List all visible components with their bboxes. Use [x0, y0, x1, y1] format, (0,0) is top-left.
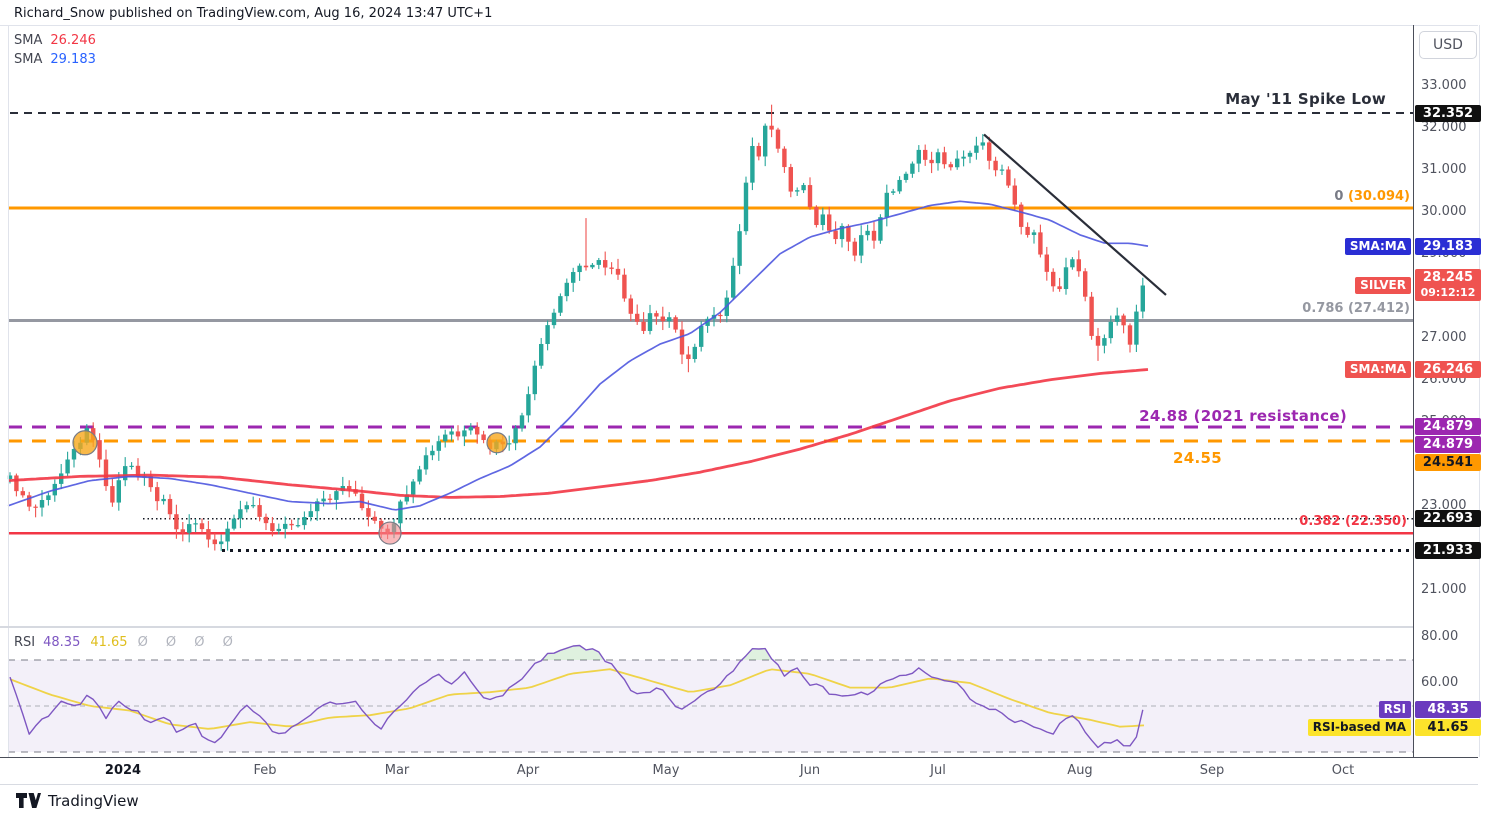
header-divider	[0, 25, 1478, 26]
month-label-Mar: Mar	[384, 763, 410, 778]
axis-badge-22.693: 22.693	[1415, 510, 1481, 528]
month-label-Jul: Jul	[930, 763, 946, 778]
sma-label: SMA	[14, 52, 43, 67]
right-gutter-border	[1479, 25, 1480, 757]
pane-left-border	[8, 25, 9, 757]
month-label-Aug: Aug	[1067, 763, 1093, 778]
rsi-ma-value: 41.65	[90, 635, 128, 650]
price-tick: 60.00	[1421, 675, 1459, 690]
currency-button[interactable]: USD	[1419, 31, 1477, 59]
price-tick: 21.000	[1421, 581, 1467, 597]
axis-badge-48.35: 48.35	[1415, 701, 1481, 719]
month-label-May: May	[652, 763, 680, 778]
axis-badge-29.183: 29.183	[1415, 237, 1481, 255]
candlestick-series[interactable]	[7, 104, 1145, 551]
time-axis[interactable]: 2024 Feb Mar Apr May Jun Jul Aug Sep Oct	[0, 757, 1478, 785]
price-tick: 32.000	[1421, 119, 1467, 135]
sma-value-red: 26.246	[50, 33, 96, 48]
price-axis[interactable]: USD 33.00032.00031.00030.00029.00027.000…	[1413, 25, 1481, 783]
circle-markers[interactable]	[72, 430, 508, 545]
pane-divider	[0, 626, 1413, 628]
price-tick: 30.000	[1421, 203, 1467, 219]
month-label-Oct: Oct	[1331, 763, 1355, 778]
price-tick: 33.000	[1421, 77, 1467, 93]
rsi-value: 48.35	[43, 635, 81, 650]
sma-value-blue: 29.183	[50, 52, 96, 67]
axis-badge-24.879: 24.879	[1415, 418, 1481, 436]
price-tick: 31.000	[1421, 161, 1467, 177]
axis-badge-24.879: 24.879	[1415, 436, 1481, 454]
sma-blue-line	[7, 200, 1149, 511]
axis-badge-41.65: 41.65	[1415, 719, 1481, 737]
price-levels	[8, 112, 1413, 553]
rsi-plot	[9, 644, 1145, 749]
trendline-drawing[interactable]	[983, 133, 1167, 296]
sma-legend-row-blue[interactable]: SMA 29.183	[14, 52, 96, 67]
price-tick: 80.00	[1421, 629, 1459, 644]
price-tick: 27.000	[1421, 329, 1467, 345]
tradingview-logo-icon[interactable]	[16, 793, 41, 809]
month-label-Feb: Feb	[253, 763, 277, 778]
sma-red-line	[7, 368, 1149, 499]
tradingview-brand-text[interactable]: TradingView	[48, 792, 139, 810]
attribution-text: Richard_Snow published on TradingView.co…	[14, 6, 493, 21]
rsi-band	[8, 659, 1413, 753]
axis-badge-26.246: 26.246	[1415, 360, 1481, 378]
price-tick: 23.000	[1421, 497, 1467, 513]
price-axis-border	[1413, 25, 1414, 783]
rsi-empty-slots: Ø Ø Ø Ø	[137, 635, 240, 650]
axis-badge-24.541: 24.541	[1415, 454, 1481, 472]
month-label-Sep: Sep	[1199, 763, 1225, 778]
sma-legend-row-red[interactable]: SMA 26.246	[14, 33, 96, 48]
axis-badge-32.352: 32.352	[1415, 104, 1481, 122]
axis-badge-21.933: 21.933	[1415, 542, 1481, 560]
sma-label: SMA	[14, 33, 43, 48]
month-label-Jun: Jun	[799, 763, 821, 778]
tradingview-footer: TradingView	[16, 792, 139, 810]
rsi-label: RSI	[14, 635, 36, 650]
month-label-2024: 2024	[104, 763, 142, 778]
axis-badge-28.245: 28.245 09:12:12	[1415, 269, 1481, 302]
month-label-Apr: Apr	[516, 763, 540, 778]
